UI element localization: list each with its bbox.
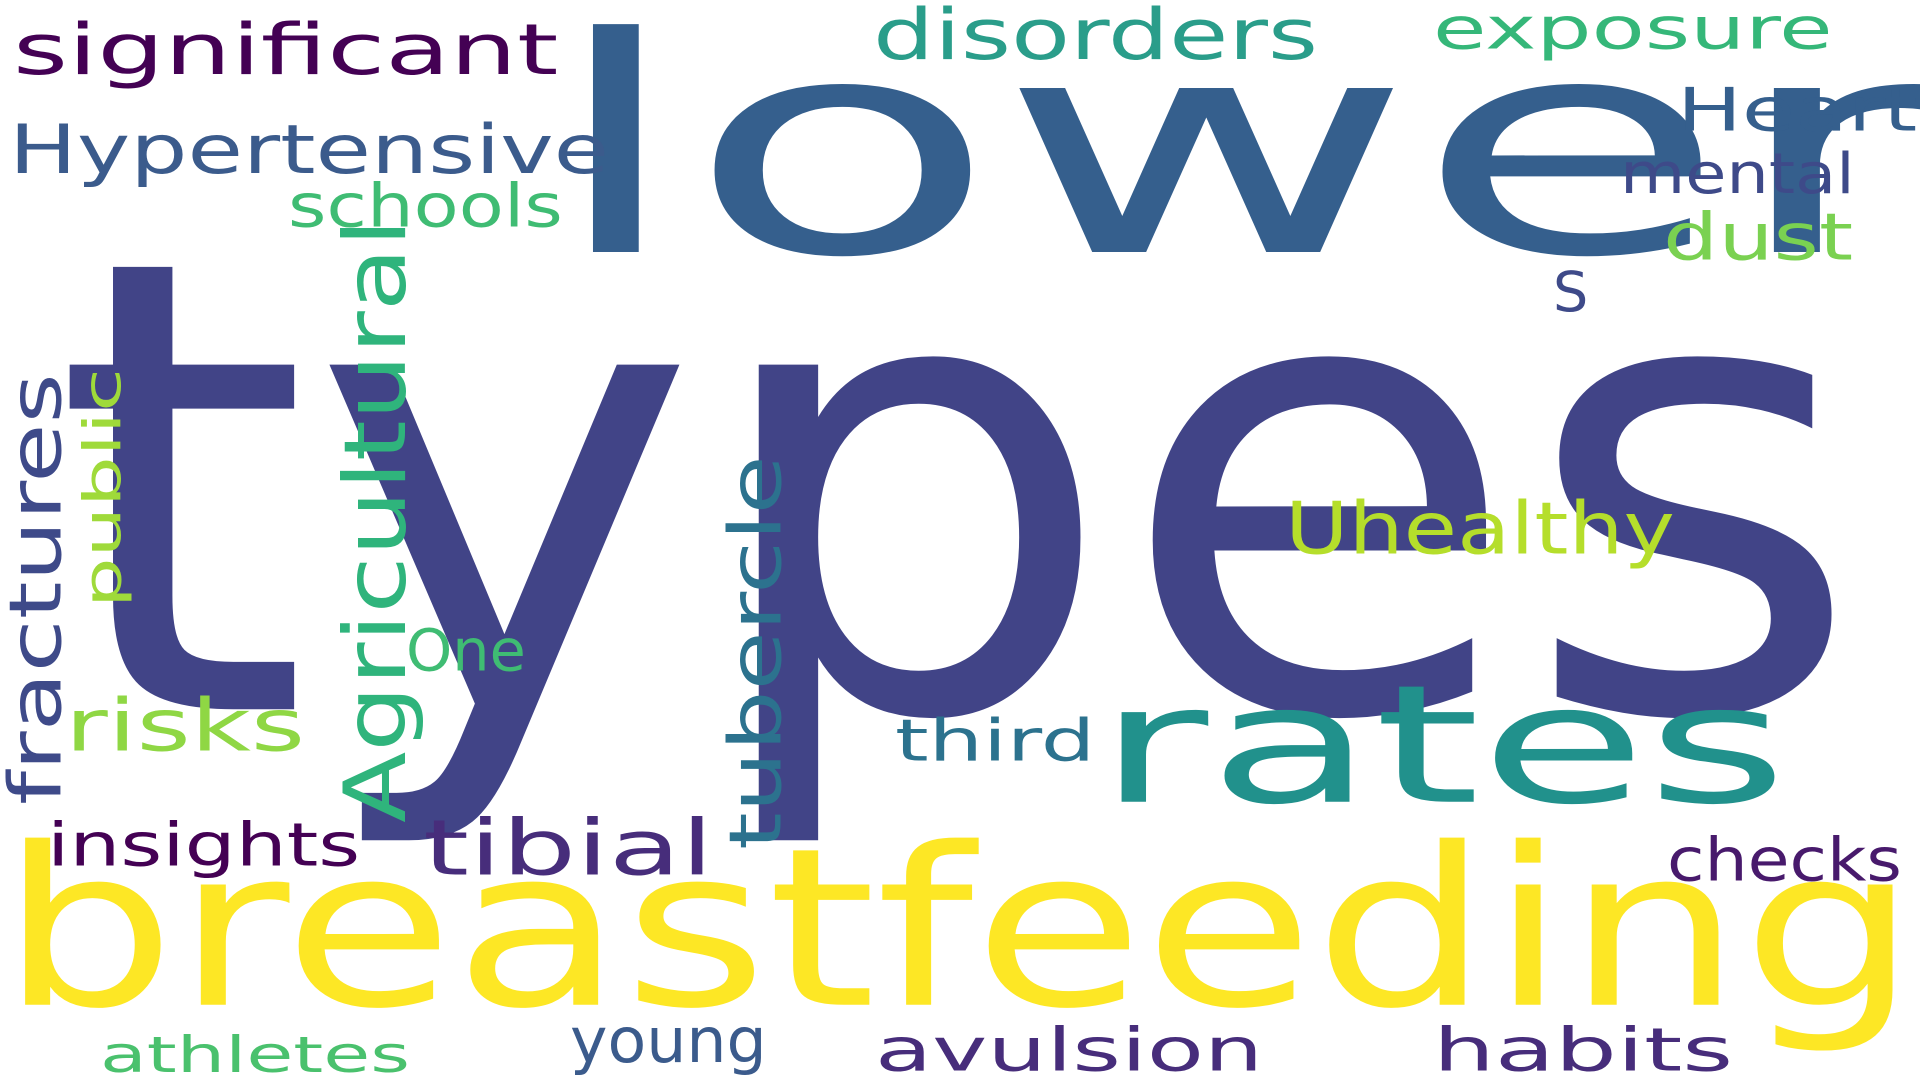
word-habits: habits — [1433, 1014, 1734, 1080]
word-schools: schools — [288, 170, 563, 241]
word-one: One — [406, 616, 526, 685]
word-mental: mental — [1620, 140, 1855, 207]
word-rates: rates — [1097, 649, 1788, 842]
word-lower: lower — [545, 0, 1920, 324]
word-significant: significant — [13, 8, 559, 91]
word-s: S — [1553, 260, 1589, 325]
word-dust: dust — [1663, 199, 1854, 276]
word-disorders: disorders — [873, 0, 1319, 76]
word-exposure: exposure — [1433, 0, 1833, 63]
word-heart: Heart — [1677, 74, 1918, 145]
word-athletes: athletes — [100, 1025, 411, 1080]
word-checks: checks — [1667, 824, 1902, 895]
word-public: public — [72, 368, 134, 608]
word-tubercle: tubercle — [713, 455, 798, 850]
word-avulsion: avulsion — [875, 1014, 1264, 1080]
word-young: young — [570, 1004, 767, 1077]
word-fractures: fractures — [0, 373, 78, 805]
word-breastfeeding: breastfeeding — [0, 800, 1918, 1058]
word-uhealthy: Uhealthy — [1285, 486, 1675, 571]
word-risks: risks — [65, 683, 306, 768]
word-insights: insights — [47, 809, 361, 880]
word-hypertensive: Hypertensive — [9, 109, 610, 190]
word-agricultural: Agricultural — [325, 218, 426, 824]
word-third: third — [895, 706, 1096, 775]
word-types: types — [52, 123, 1864, 861]
word-tibial: tibial — [423, 803, 714, 894]
